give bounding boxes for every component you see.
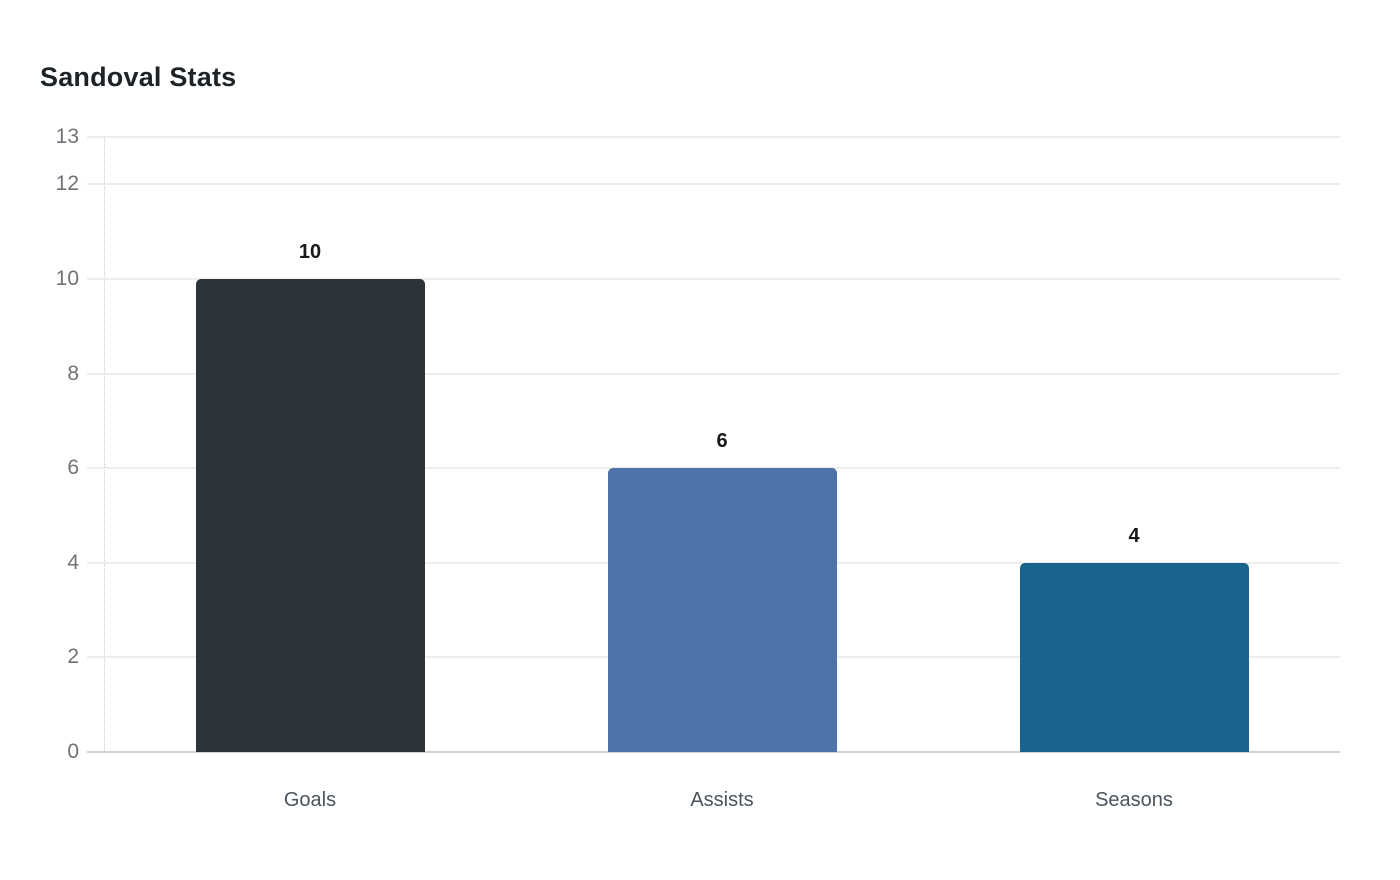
chart-title: Sandoval Stats [40,62,237,92]
gridline-y-8 [87,373,1340,375]
y-tick-label-0: 0 [67,740,79,763]
y-tick-label-2: 2 [67,645,79,668]
y-axis-domain-line [104,137,105,753]
y-tick-label-13: 13 [55,125,79,148]
value-label-seasons: 4 [1128,525,1140,547]
y-tick-label-4: 4 [67,551,79,574]
bar-assists [608,468,837,752]
value-label-assists: 6 [716,430,728,452]
gridline-y-12 [87,183,1340,185]
x-axis-baseline [87,751,1340,753]
value-label-goals: 10 [298,241,322,263]
bar-goals [196,279,425,752]
y-tick-label-10: 10 [55,267,79,290]
x-category-label-seasons: Seasons [1095,789,1173,811]
y-tick-label-12: 12 [55,172,79,195]
x-category-label-assists: Assists [690,789,754,811]
gridline-y-10 [87,278,1340,280]
x-category-label-goals: Goals [283,789,337,811]
gridline-y-13 [87,136,1340,138]
bar-seasons [1020,563,1249,752]
y-tick-label-8: 8 [67,362,79,385]
y-tick-label-6: 6 [67,456,79,479]
